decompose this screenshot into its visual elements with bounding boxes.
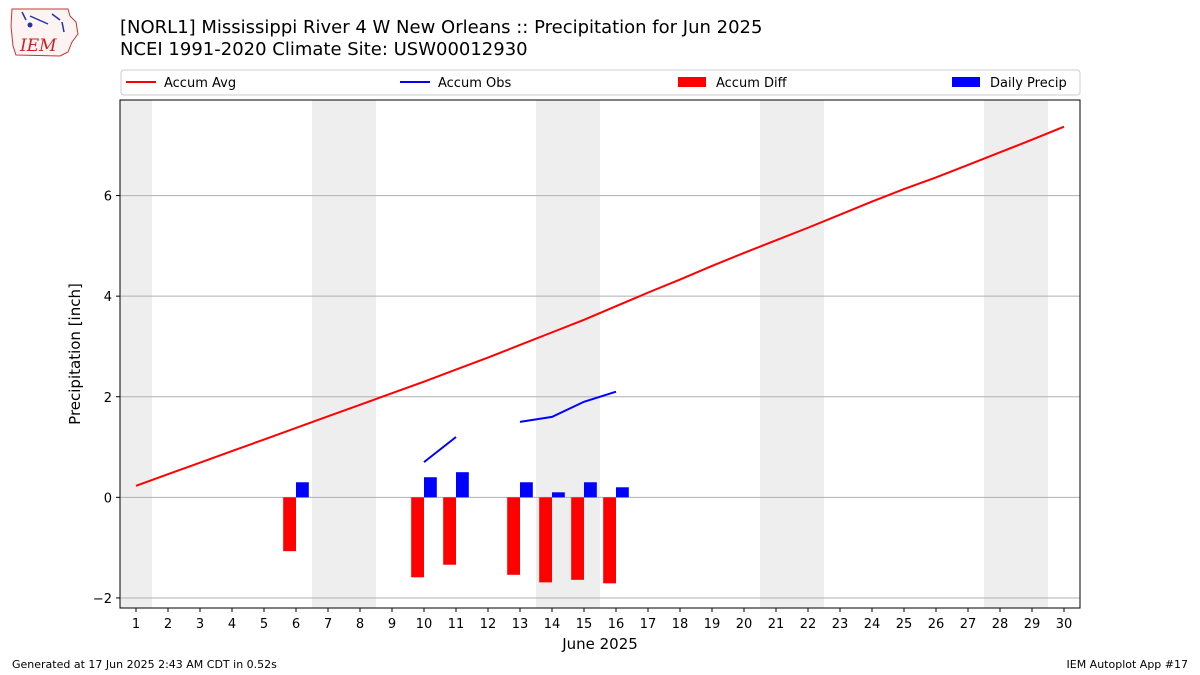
x-tick-label: 30 bbox=[1056, 617, 1073, 632]
x-tick-label: 19 bbox=[704, 617, 721, 632]
legend: Accum Avg Accum Obs Accum Diff Daily Precip bbox=[120, 69, 1081, 96]
footer-generated: Generated at 17 Jun 2025 2:43 AM CDT in … bbox=[12, 658, 277, 671]
x-tick-label: 28 bbox=[992, 617, 1009, 632]
x-tick-label: 11 bbox=[448, 617, 465, 632]
daily-precip-bar bbox=[520, 482, 533, 498]
x-axis-label: June 2025 bbox=[561, 635, 638, 653]
x-tick-label: 12 bbox=[480, 617, 497, 632]
legend-bar-swatch bbox=[678, 77, 706, 87]
x-tick-label: 10 bbox=[416, 617, 433, 632]
legend-box bbox=[120, 69, 1081, 96]
x-tick-label: 16 bbox=[608, 617, 625, 632]
daily-precip-bar bbox=[552, 492, 565, 498]
lines bbox=[135, 125, 1065, 487]
x-tick-label: 5 bbox=[260, 617, 268, 632]
legend-label: Accum Avg bbox=[164, 76, 236, 91]
weekend-band bbox=[344, 100, 376, 608]
x-tick-label: 13 bbox=[512, 617, 529, 632]
x-tick-label: 18 bbox=[672, 617, 689, 632]
iem-logo: IEM bbox=[8, 6, 80, 58]
x-tick-label: 20 bbox=[736, 617, 753, 632]
x-tick-label: 23 bbox=[832, 617, 849, 632]
daily-precip-bar bbox=[296, 482, 309, 498]
bars bbox=[283, 472, 629, 584]
x-tick-label: 29 bbox=[1024, 617, 1041, 632]
legend-label: Accum Diff bbox=[716, 76, 788, 91]
y-axis-ticks: −2 0 2 4 6 bbox=[93, 190, 120, 607]
accum-diff-bar bbox=[571, 497, 584, 580]
weekend-band bbox=[120, 100, 152, 608]
x-tick-label: 7 bbox=[324, 617, 332, 632]
x-tick-label: 21 bbox=[768, 617, 785, 632]
x-tick-label: 8 bbox=[356, 617, 364, 632]
x-tick-label: 1 bbox=[132, 617, 140, 632]
x-tick-label: 17 bbox=[640, 617, 657, 632]
plot-frame bbox=[119, 99, 1081, 609]
weekend-band bbox=[760, 100, 792, 608]
x-axis-ticks: 1 2 3 4 5 6 7 8 9 10 11 12 13 14 15 16 17 18 19 20 21 22 23 24 2… bbox=[132, 608, 1072, 632]
logo-text: IEM bbox=[19, 36, 57, 56]
weekend-band bbox=[984, 100, 1016, 608]
x-tick-label: 2 bbox=[164, 617, 172, 632]
legend-bar-swatch bbox=[952, 77, 980, 87]
daily-precip-bar bbox=[456, 472, 469, 498]
daily-precip-bar bbox=[616, 487, 629, 498]
x-tick-label: 3 bbox=[196, 617, 204, 632]
x-tick-label: 24 bbox=[864, 617, 881, 632]
y-axis-label: Precipitation [inch] bbox=[66, 283, 84, 425]
weekend-band bbox=[792, 100, 824, 608]
legend-label: Daily Precip bbox=[990, 76, 1067, 91]
accum-diff-bar bbox=[283, 497, 296, 552]
y-tick-label: 0 bbox=[104, 491, 112, 506]
footer-app: IEM Autoplot App #17 bbox=[1066, 658, 1189, 671]
y-tick-label: 6 bbox=[104, 190, 112, 205]
accum-diff-bar bbox=[443, 497, 456, 565]
x-tick-label: 26 bbox=[928, 617, 945, 632]
weekend-band bbox=[312, 100, 344, 608]
chart-title: [NORL1] Mississippi River 4 W New Orlean… bbox=[120, 17, 763, 38]
accum-diff-bar bbox=[507, 497, 520, 575]
legend-label: Accum Obs bbox=[438, 76, 511, 91]
weekend-band bbox=[1016, 100, 1048, 608]
accum-diff-bar bbox=[603, 497, 616, 584]
x-tick-label: 22 bbox=[800, 617, 817, 632]
accum-diff-bar bbox=[539, 497, 552, 583]
x-tick-label: 25 bbox=[896, 617, 913, 632]
y-tick-label: 2 bbox=[104, 391, 112, 406]
chart-subtitle: NCEI 1991-2020 Climate Site: USW00012930 bbox=[120, 39, 528, 60]
x-tick-label: 27 bbox=[960, 617, 977, 632]
accum-avg-line bbox=[135, 125, 1065, 487]
y-tick-label: −2 bbox=[93, 592, 112, 607]
x-tick-label: 4 bbox=[228, 617, 236, 632]
daily-precip-bar bbox=[424, 477, 437, 498]
accum-obs-line bbox=[423, 436, 457, 463]
accum-obs-line bbox=[519, 390, 617, 423]
x-tick-label: 15 bbox=[576, 617, 593, 632]
accum-diff-bar bbox=[411, 497, 424, 578]
x-tick-label: 9 bbox=[388, 617, 396, 632]
x-tick-label: 6 bbox=[292, 617, 300, 632]
y-tick-label: 4 bbox=[104, 290, 112, 305]
x-tick-label: 14 bbox=[544, 617, 561, 632]
daily-precip-bar bbox=[584, 482, 597, 498]
